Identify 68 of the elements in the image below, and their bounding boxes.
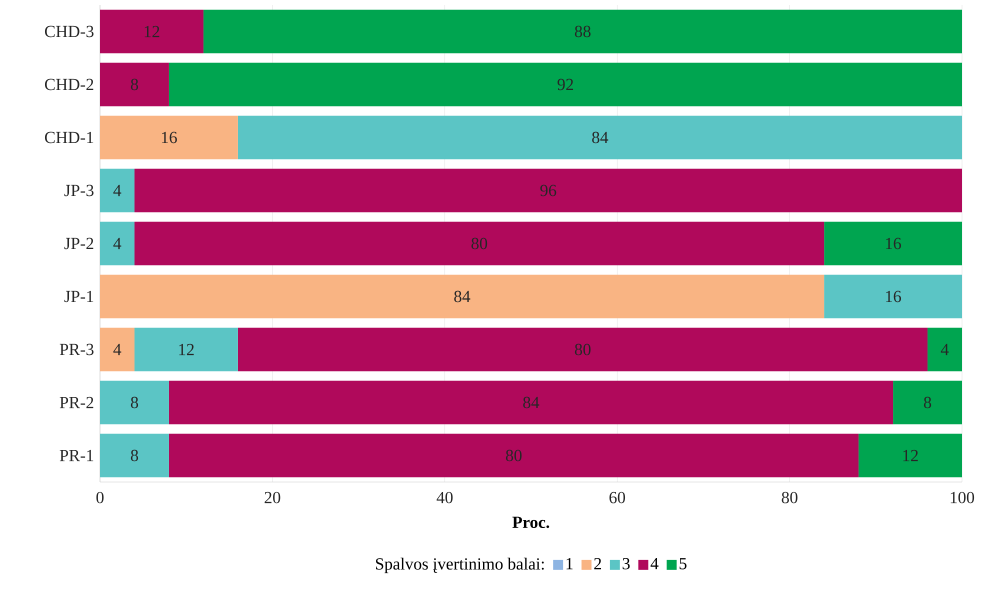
y-tick-label: CHD-2 (44, 78, 94, 90)
data-label: 8 (130, 78, 138, 90)
bar (238, 328, 928, 372)
data-label: 84 (454, 290, 470, 302)
x-tick-label: 0 (96, 492, 104, 504)
data-label: 4 (113, 344, 122, 356)
data-label: 16 (886, 290, 902, 302)
data-label: 16 (886, 238, 902, 250)
bar (100, 222, 134, 266)
bar (100, 328, 134, 372)
legend-label: 3 (622, 558, 630, 570)
bar (168, 434, 859, 478)
bar (134, 168, 962, 212)
legend-label: 2 (594, 558, 602, 570)
data-label: 4 (940, 344, 949, 356)
data-label: 96 (540, 184, 556, 196)
bar (893, 380, 962, 424)
bar (928, 328, 962, 372)
bar (100, 10, 204, 54)
y-tick-label: JP-3 (64, 184, 94, 196)
bar (168, 380, 894, 424)
x-tick-label: 40 (436, 492, 453, 504)
bar (100, 168, 134, 212)
y-tick-label: PR-3 (60, 344, 94, 356)
bar (824, 222, 962, 266)
data-label: 80 (574, 344, 591, 356)
data-label: 80 (471, 238, 488, 250)
data-label: 80 (506, 450, 522, 462)
y-tick-label: JP-1 (64, 290, 94, 302)
x-tick-label: 60 (609, 492, 626, 504)
data-label: 84 (592, 132, 608, 144)
data-label: 16 (162, 132, 177, 144)
bar (168, 62, 962, 106)
y-tick-label: PR-1 (60, 450, 94, 462)
y-tick-label: JP-2 (64, 238, 94, 250)
y-tick-label: CHD-3 (44, 26, 94, 38)
x-tick-label: 20 (264, 492, 280, 504)
legend-label: 1 (566, 558, 573, 570)
data-label: 12 (144, 26, 160, 38)
data-label: 8 (130, 450, 138, 462)
bar (100, 274, 824, 318)
bar (100, 62, 169, 106)
bar (824, 274, 962, 318)
legend-label: 4 (650, 558, 658, 570)
data-label: 4 (113, 184, 122, 196)
bar (134, 222, 824, 266)
bar (134, 328, 238, 372)
data-label: 88 (574, 26, 591, 38)
data-label: 12 (903, 450, 918, 462)
y-tick-label: PR-2 (60, 396, 94, 408)
x-axis-title: Proc. (512, 516, 550, 528)
legend-label: 5 (680, 558, 686, 570)
legend-title: Spalvos įvertinimo balai: (376, 558, 544, 574)
data-label: 12 (179, 344, 194, 356)
x-tick-label: 80 (782, 492, 798, 504)
data-label: 4 (113, 238, 122, 250)
y-tick-label: CHD-1 (44, 132, 94, 144)
bar (858, 434, 962, 478)
bar (100, 434, 169, 478)
data-label: 8 (924, 396, 932, 408)
x-tick-label: 100 (950, 492, 974, 504)
data-label: 84 (523, 396, 540, 408)
data-label: 92 (558, 78, 574, 90)
data-label: 8 (130, 396, 138, 408)
bar (100, 116, 238, 160)
bar (203, 10, 962, 54)
bar (100, 380, 169, 424)
bar (238, 116, 962, 160)
